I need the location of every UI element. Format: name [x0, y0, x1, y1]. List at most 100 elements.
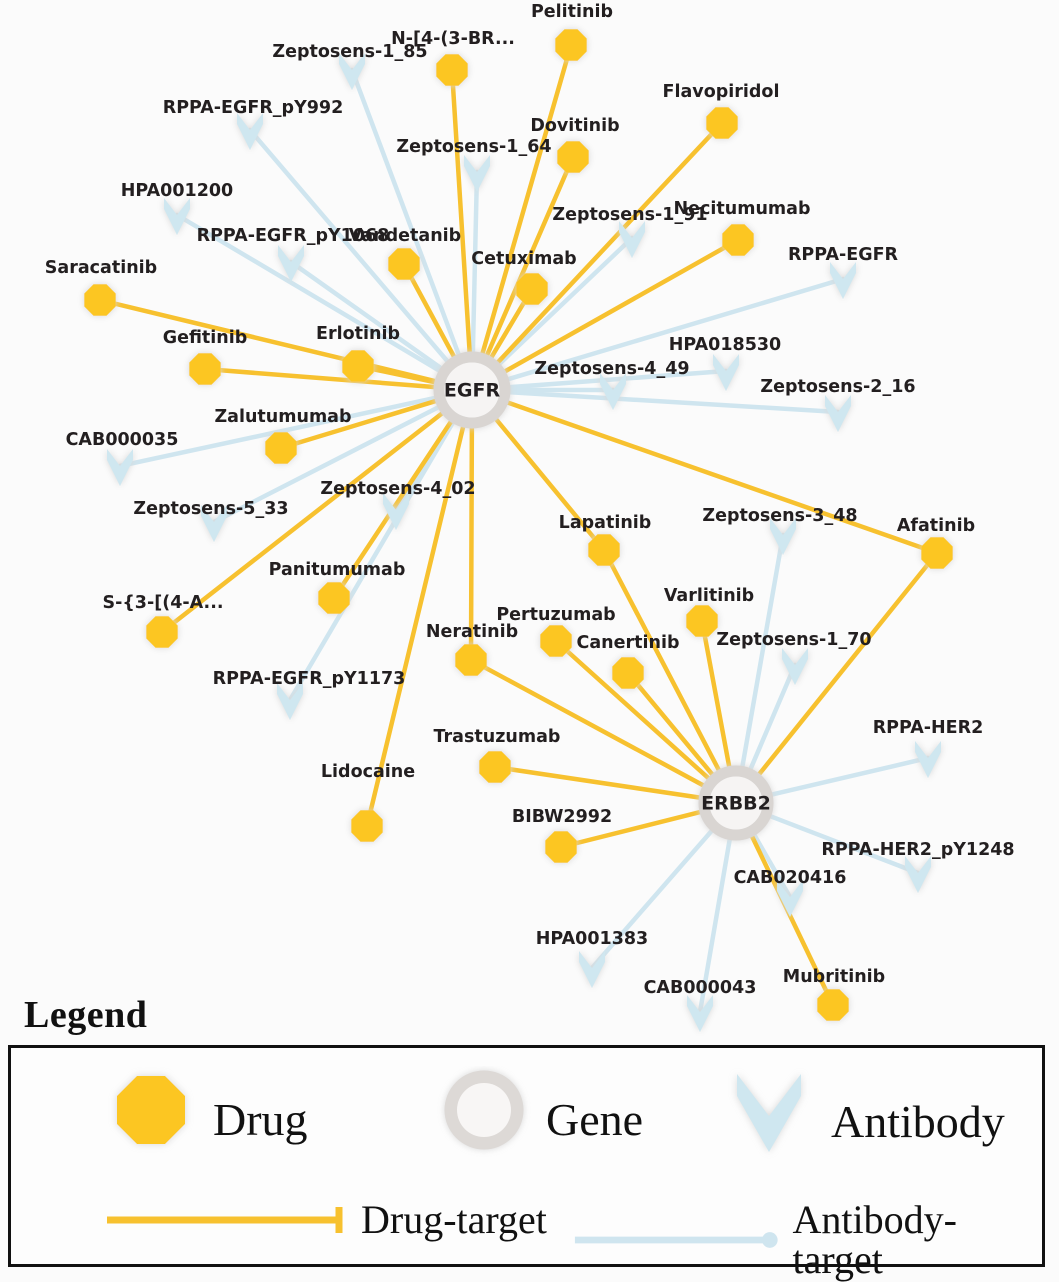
antibody-node[interactable] — [164, 198, 190, 235]
drug-node[interactable] — [318, 582, 350, 614]
antibody-node-label: RPPA-HER2 — [873, 718, 984, 738]
edges-layer — [97, 42, 940, 1015]
antibody-node-label: HPA001383 — [536, 929, 648, 949]
drug-node-label: Necitumumab — [674, 199, 811, 219]
drug-node-label: Gefitinib — [163, 328, 248, 348]
drug-node-label: Vandetanib — [349, 226, 461, 246]
antibody-node[interactable] — [619, 221, 645, 258]
antibody-node[interactable] — [830, 262, 856, 299]
antibody-node[interactable] — [782, 648, 808, 685]
drug-node-label: Erlotinib — [316, 324, 400, 344]
drug-node-label: Lidocaine — [321, 762, 415, 782]
antibody-node[interactable] — [277, 683, 303, 720]
drug-node-label: N-[4-(3-BR... — [391, 29, 515, 49]
gene-node[interactable] — [698, 765, 774, 841]
network-graph: Zeptosens-1_85 RPPA-EGFR_pY992 HPA001200 RP… — [45, 2, 1015, 1032]
legend-edge-antibody-target: Antibody-target — [571, 1200, 1042, 1280]
antibody-node-label: Zeptosens-1_85 — [272, 42, 427, 62]
legend-node-antibody: Antibody — [721, 1066, 1005, 1178]
antibody-node[interactable] — [825, 395, 851, 432]
antibody-node[interactable] — [687, 995, 713, 1032]
drug-node[interactable] — [557, 141, 589, 173]
antibody-node[interactable] — [770, 518, 796, 555]
drug-node[interactable] — [146, 616, 178, 648]
gene-node-label: EGFR — [444, 380, 501, 402]
antibody-node[interactable] — [237, 113, 263, 150]
drug-node-label: Neratinib — [426, 622, 518, 642]
drug-node[interactable] — [545, 831, 577, 863]
drug-node-label: Zalutumumab — [214, 407, 351, 427]
legend-antibody-target-label: Antibody-target — [792, 1197, 957, 1282]
antibody-node[interactable] — [905, 856, 931, 893]
drug-node-label: Panitumumab — [269, 560, 406, 580]
antibody-node-label: RPPA-EGFR_pY992 — [163, 98, 344, 118]
antibody-node[interactable] — [579, 951, 605, 988]
antibody-node-label: RPPA-EGFR_pY1068 — [197, 226, 390, 246]
drug-node[interactable] — [686, 605, 718, 637]
drug-node[interactable] — [388, 248, 420, 280]
antibody-node-label: Zeptosens-4_02 — [320, 479, 475, 499]
drug-node[interactable] — [84, 284, 116, 316]
drug-node-label: Lapatinib — [559, 513, 652, 533]
drug-node[interactable] — [189, 353, 221, 385]
drug-node-label: S-{3-[(4-A... — [102, 593, 223, 613]
drug-node[interactable] — [555, 29, 587, 61]
antibody-node-label: HPA001200 — [121, 181, 233, 201]
drug-node[interactable] — [436, 54, 468, 86]
drug-node[interactable] — [921, 537, 953, 569]
drug-node-label: Afatinib — [897, 516, 975, 536]
antibody-node[interactable] — [600, 373, 626, 410]
antibody-node[interactable] — [713, 354, 739, 391]
legend-box: Drug Gene Antibody Drug-target — [8, 1045, 1045, 1280]
antibody-node-label: CAB000035 — [66, 430, 179, 450]
drug-node-label: Flavopiridol — [663, 82, 780, 102]
antibody-node[interactable] — [201, 505, 227, 542]
antibody-node[interactable] — [464, 155, 490, 192]
antibody-node[interactable] — [278, 245, 304, 282]
antibody-node-label: Zeptosens-1_64 — [396, 137, 551, 157]
antibody-node[interactable] — [383, 493, 409, 530]
antibody-chevron-icon — [737, 1074, 801, 1152]
antibody-node[interactable] — [915, 741, 941, 778]
drug-node-label: BIBW2992 — [512, 807, 612, 827]
antibody-node[interactable] — [339, 53, 365, 90]
drug-node[interactable] — [351, 810, 383, 842]
drug-node-label: Trastuzumab — [434, 727, 561, 747]
antibody-node-label: Zeptosens-1_70 — [716, 630, 871, 650]
drug-node[interactable] — [479, 751, 511, 783]
drug-node-label: Pertuzumab — [496, 605, 615, 625]
gene-nodes-layer — [433, 351, 774, 841]
legend-node-drug: Drug — [103, 1066, 308, 1174]
antibody-node[interactable] — [777, 880, 803, 917]
legend-drug-label: Drug — [213, 1094, 308, 1145]
antibody-node-label: Zeptosens-5_33 — [133, 499, 288, 519]
legend-drug-target-label: Drug-target — [361, 1197, 547, 1242]
drug-node[interactable] — [612, 657, 644, 689]
drug-node[interactable] — [817, 989, 849, 1021]
legend-title: Legend — [24, 994, 148, 1036]
drug-node[interactable] — [706, 107, 738, 139]
drug-node-label: Pelitinib — [531, 2, 613, 22]
drug-target-edge-icon — [107, 1207, 343, 1233]
antibody-node-label: Zeptosens-4_49 — [534, 359, 689, 379]
gene-node[interactable] — [433, 351, 511, 429]
antibody-node-label: CAB020416 — [734, 868, 847, 888]
drug-node[interactable] — [588, 534, 620, 566]
legend-gene-label: Gene — [546, 1094, 644, 1145]
antibody-node-label: HPA018530 — [669, 335, 781, 355]
drug-node[interactable] — [722, 224, 754, 256]
antibody-node-label: RPPA-EGFR_pY1173 — [213, 669, 406, 689]
drug-node[interactable] — [265, 432, 297, 464]
drug-node[interactable] — [516, 273, 548, 305]
antibody-node-label: RPPA-EGFR — [788, 245, 899, 265]
antibody-node-label: Zeptosens-1_91 — [552, 205, 707, 225]
antibody-node[interactable] — [107, 449, 133, 486]
antibody-nodes-layer — [107, 53, 941, 1032]
antibody-node-label: Zeptosens-3_48 — [702, 506, 857, 526]
drug-node-label: Canertinib — [577, 633, 680, 653]
drug-node-label: Saracatinib — [45, 258, 157, 278]
drug-node[interactable] — [540, 625, 572, 657]
drug-node[interactable] — [455, 644, 487, 676]
drug-node[interactable] — [342, 350, 374, 382]
drug-octagon-icon — [117, 1076, 185, 1144]
